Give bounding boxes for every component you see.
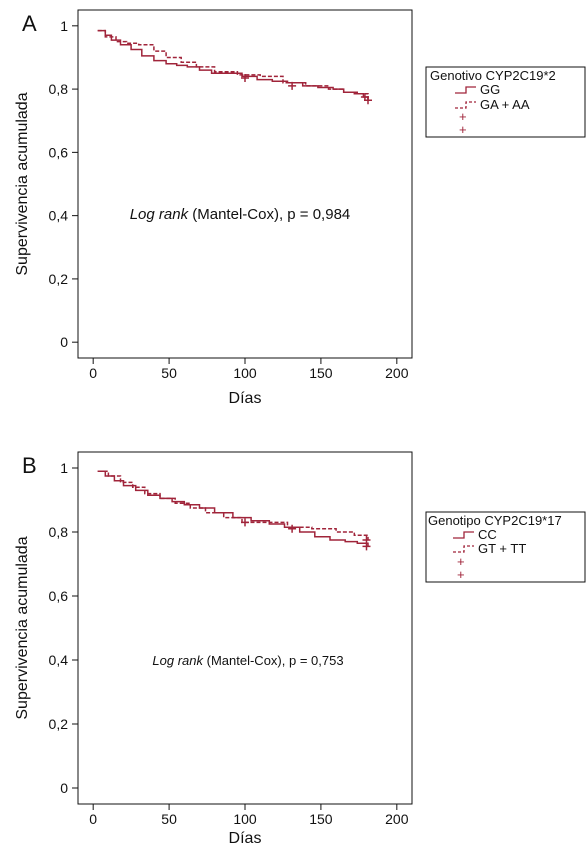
panel-b-x-tick-label-4: 200: [385, 811, 409, 827]
panel-a-logrank-rest: (Mantel-Cox), p = 0,984: [188, 206, 350, 223]
panel-b-x-tick-label-3: 150: [309, 811, 333, 827]
panel-a-legend-dashed-swatch: [455, 101, 476, 109]
panel-b-x-tick-label-2: 100: [233, 811, 257, 827]
panel-b-legend-censor-mark-0: +: [457, 554, 465, 569]
panel-a-legend-censor-mark-1: +: [459, 122, 467, 137]
panel-b-y-tick-label-0: 0: [60, 780, 68, 796]
panel-a-plot-frame: [77, 9, 413, 359]
panel-b-logrank-rest: (Mantel-Cox), p = 0,753: [203, 653, 344, 668]
panel-b-y-tick-label-4: 0,8: [49, 524, 69, 540]
panel-a-logrank-italic: Log rank: [130, 206, 190, 223]
panel-a-x-tick-label-2: 100: [233, 365, 257, 381]
panel-b-label: B: [22, 453, 37, 478]
panel-a-series-0-line: [97, 29, 369, 99]
panel-a-legend-entry-0: GG: [480, 82, 500, 97]
panel-b-plot-frame: [77, 451, 413, 805]
panel-b-y-tick-label-2: 0,4: [49, 652, 69, 668]
panel-a-logrank-annotation: Log rank (Mantel-Cox), p = 0,984: [130, 206, 351, 223]
panel-a-legend-box: [425, 66, 586, 138]
panel-b-y-tick-label-5: 1: [60, 460, 68, 476]
panel-a-y-tick-label-1: 0,2: [49, 271, 69, 287]
panel-b: B Supervivencia acumulada Días Log rank …: [14, 451, 586, 847]
panel-b-legend-dashed-swatch: [453, 545, 474, 553]
panel-b-y-tick-label-3: 0,6: [49, 588, 69, 604]
panel-a-legend: Genotivo CYP2C19*2 GG GA + AA + +: [425, 66, 586, 138]
panel-a-x-tick-label-0: 0: [89, 365, 97, 381]
panel-a-y-tick-label-0: 0: [60, 334, 68, 350]
panel-b-legend-title: Genotipo CYP2C19*17: [428, 513, 562, 528]
panel-b-legend-entry-0: CC: [478, 527, 497, 542]
panel-b-x-tick-label-0: 0: [89, 811, 97, 827]
panel-a-y-tick-label-2: 0,4: [49, 208, 69, 224]
panel-a-y-tick-label-3: 0,6: [49, 144, 69, 160]
panel-b-y-axis-label: Supervivencia acumulada: [14, 536, 31, 719]
panel-a-x-tick-label-4: 200: [385, 365, 409, 381]
panel-a-x-axis-label: Días: [229, 390, 262, 407]
panel-a-y-tick-label-5: 1: [60, 18, 68, 34]
panel-a-x-tick-label-3: 150: [309, 365, 333, 381]
panel-a-y-axis-label: Supervivencia acumulada: [14, 92, 31, 275]
panel-b-series-1-line: [97, 470, 369, 540]
panel-a-legend-solid-swatch: [455, 86, 476, 94]
panel-a-y-tick-label-4: 0,8: [49, 81, 69, 97]
panel-b-logrank-italic: Log rank: [152, 653, 204, 668]
panel-b-x-tick-label-1: 50: [161, 811, 177, 827]
panel-b-logrank-annotation: Log rank (Mantel-Cox), p = 0,753: [152, 653, 343, 668]
panel-b-censor-mark-3: [362, 542, 371, 551]
panel-a: A Supervivencia acumulada Días Log rank …: [14, 9, 586, 407]
panel-b-legend-solid-swatch: [453, 531, 474, 539]
panel-b-legend-entry-1: GT + TT: [478, 541, 526, 556]
panel-b-x-axis-label: Días: [229, 830, 262, 847]
panel-b-y-tick-label-1: 0,2: [49, 716, 69, 732]
panel-a-legend-title: Genotivo CYP2C19*2: [430, 68, 556, 83]
panel-a-censor-mark-1: [288, 81, 297, 90]
panel-b-censor-mark-1: [288, 524, 297, 533]
panel-a-label: A: [22, 11, 37, 36]
panel-b-legend: Genotipo CYP2C19*17 CC GT + TT + +: [425, 511, 586, 583]
panel-a-legend-censor-mark-0: +: [459, 109, 467, 124]
panel-a-censor-mark-0: [241, 74, 249, 82]
panel-b-series-0-line: [97, 470, 369, 547]
panel-a-x-tick-label-1: 50: [161, 365, 177, 381]
panel-b-legend-box: [425, 511, 586, 583]
panel-a-censor-mark-3: [364, 96, 372, 105]
panel-b-censor-mark-0: [241, 518, 249, 527]
panel-a-legend-entry-1: GA + AA: [480, 97, 530, 112]
panel-a-series-1-line: [97, 29, 369, 102]
panel-b-legend-censor-mark-1: +: [457, 567, 465, 582]
